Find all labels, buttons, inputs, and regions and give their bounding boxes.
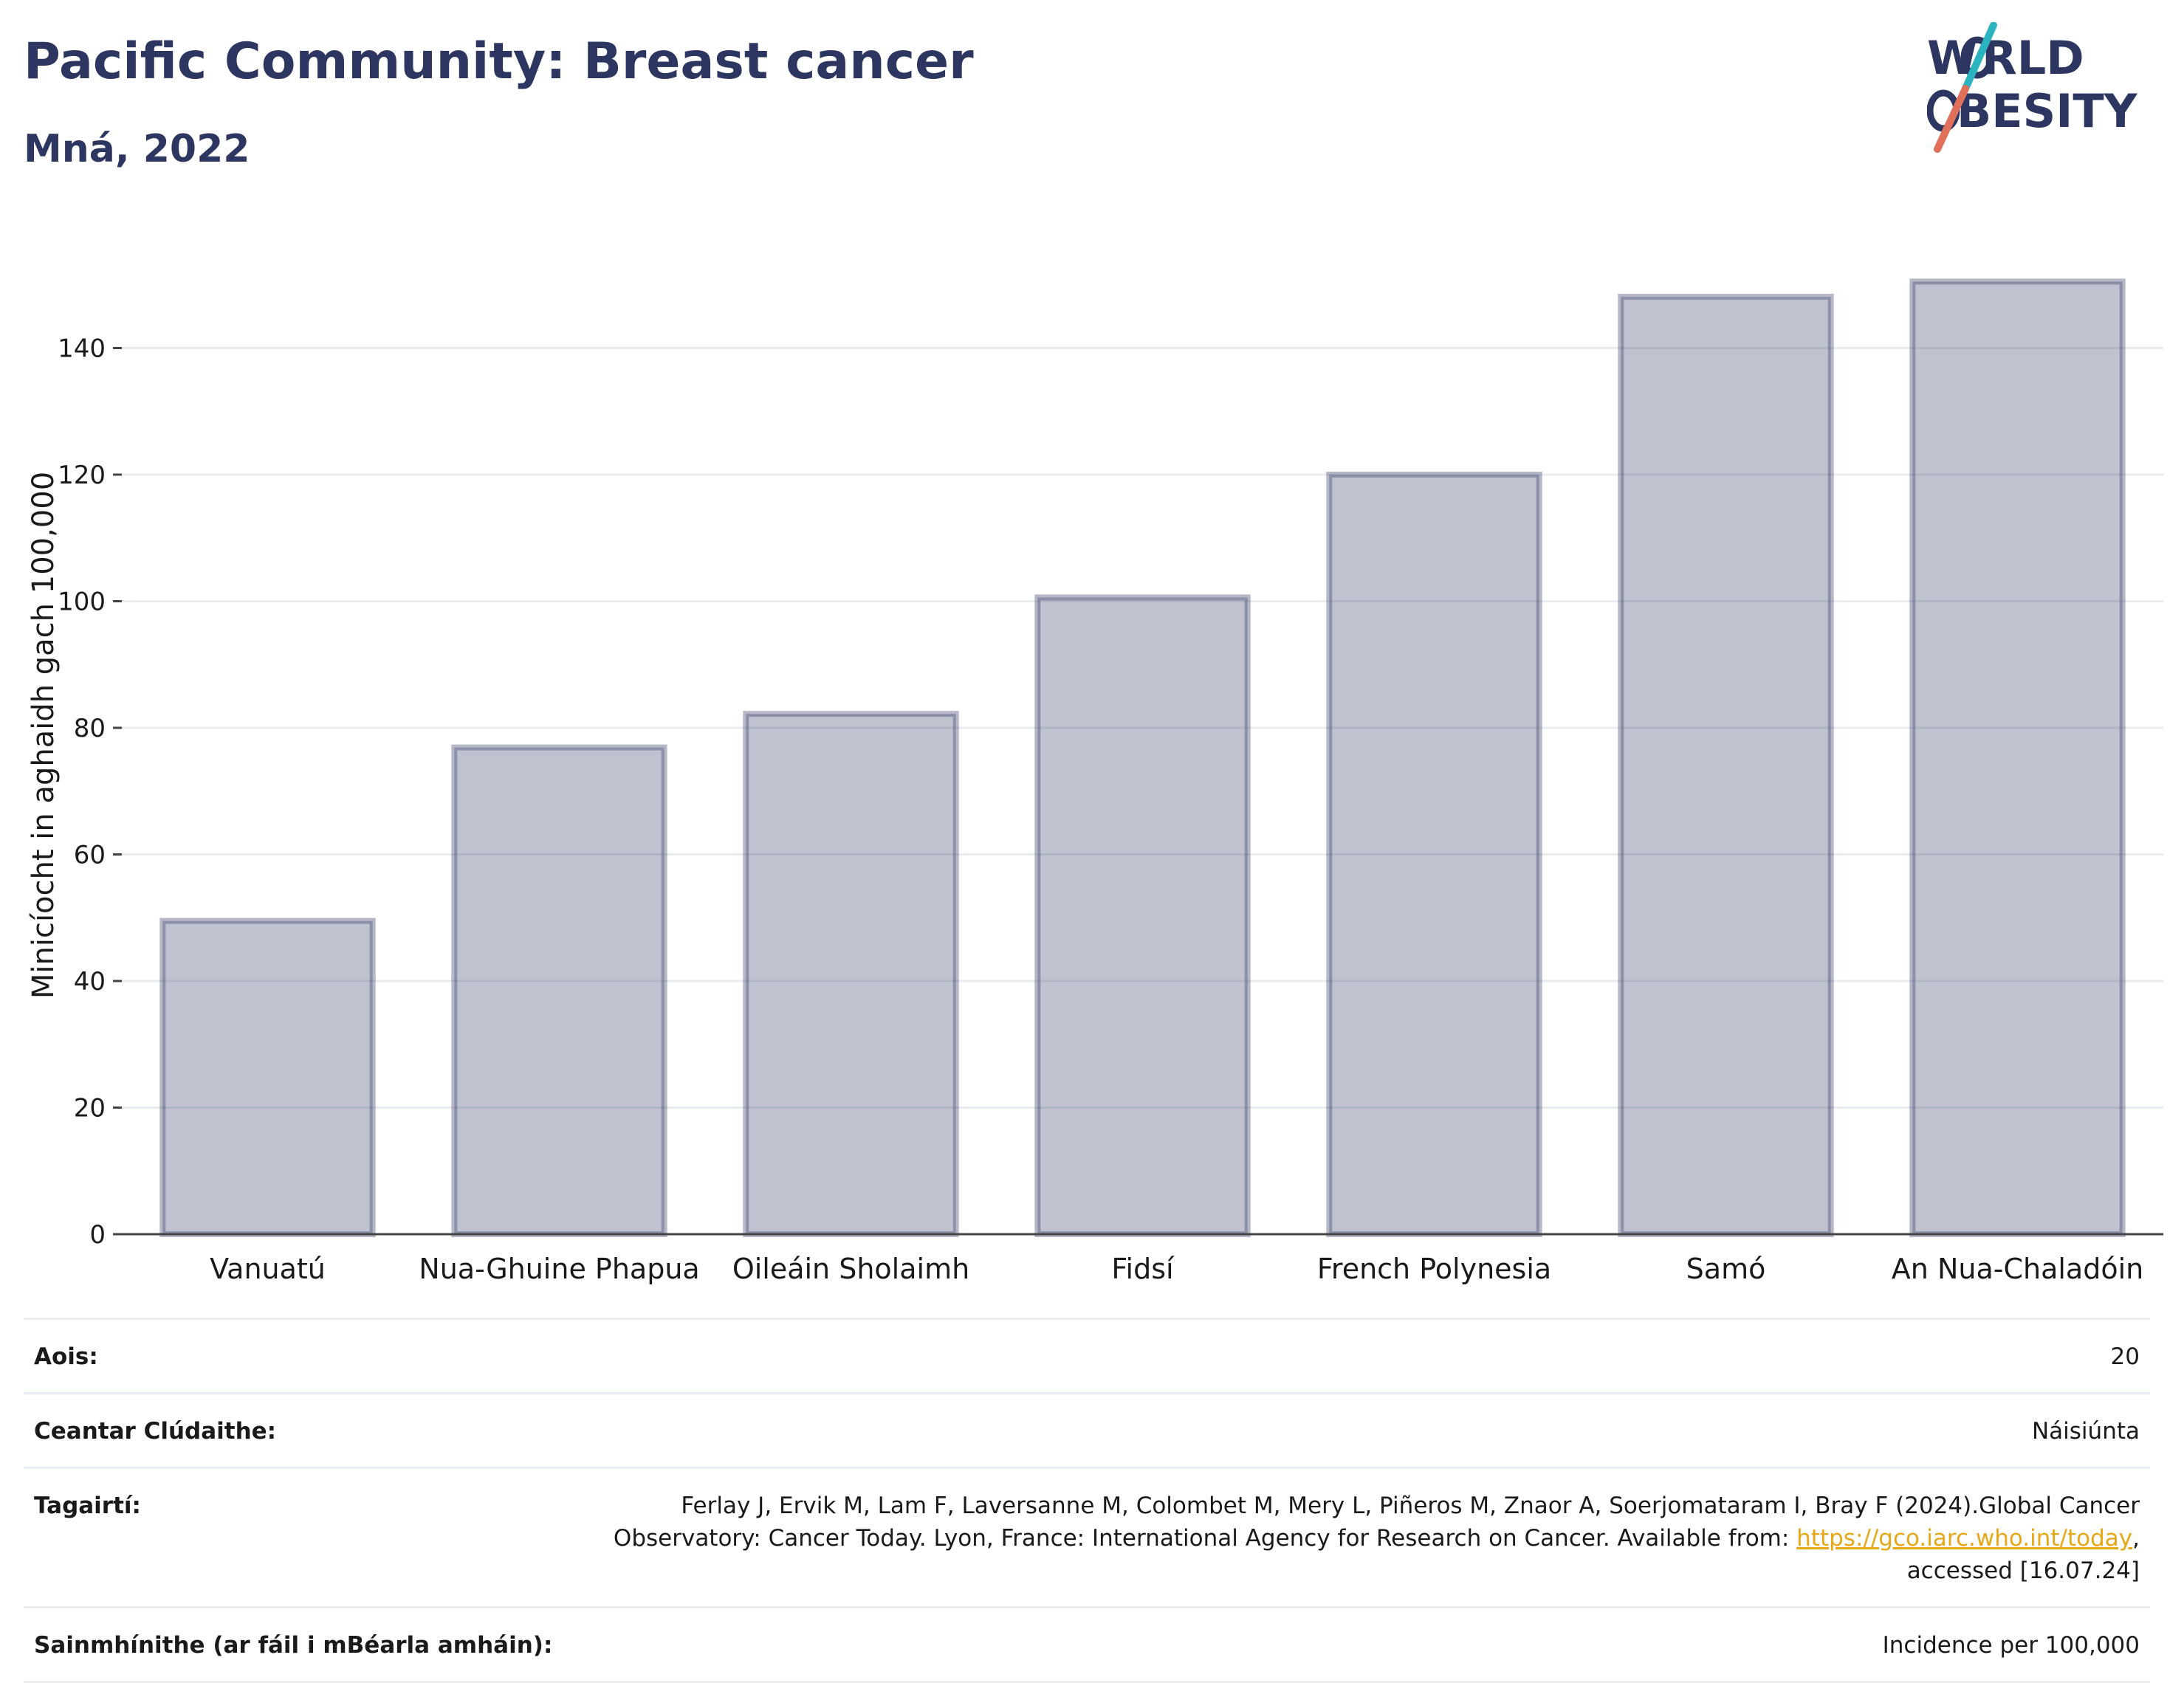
x-tick-label: French Polynesia: [1317, 1253, 1551, 1285]
x-tick-label: Oileáin Sholaimh: [732, 1253, 969, 1285]
svg-text:BESITY: BESITY: [1957, 84, 2138, 138]
grid-lines: [122, 347, 2163, 1109]
bar[interactable]: [451, 744, 667, 1237]
meta-row-coverage: Ceantar Clúdaithe: Náisiúnta: [24, 1392, 2150, 1467]
x-tick-label: Samó: [1686, 1253, 1766, 1285]
page-title: Pacific Community: Breast cancer: [24, 32, 974, 91]
meta-row-age: Aois: 20: [24, 1318, 2150, 1392]
bar[interactable]: [159, 918, 376, 1237]
x-tick-label: Vanuatú: [210, 1253, 326, 1285]
y-axis-label: Minicíocht in aghaidh gach 100,000: [27, 472, 61, 999]
y-tick-labels: 0 20 40 60 80 100 120 140: [58, 334, 122, 1250]
page-subtitle: Mná, 2022: [24, 127, 250, 171]
bar[interactable]: [1034, 594, 1251, 1237]
bar[interactable]: [1909, 278, 2126, 1237]
metadata-table: Aois: 20 Ceantar Clúdaithe: Náisiúnta Ta…: [24, 1318, 2150, 1683]
reference-accessed: , accessed [16.07.24]: [1906, 1525, 2140, 1584]
svg-text:RLD: RLD: [1982, 31, 2084, 85]
meta-row-references: Tagairtí: Ferlay J, Ervik M, Lam F, Lave…: [24, 1467, 2150, 1606]
meta-label: Ceantar Clúdaithe:: [34, 1418, 277, 1445]
reference-link[interactable]: https://gco.iarc.who.int/today: [1796, 1525, 2133, 1552]
bar[interactable]: [743, 711, 959, 1237]
y-tick-label: 40: [74, 967, 106, 997]
y-tick-label: 0: [89, 1220, 106, 1250]
meta-row-definitions: Sainmhínithe (ar fáil i mBéarla amháin):…: [24, 1606, 2150, 1683]
y-tick-label: 140: [58, 334, 106, 364]
meta-value: Náisiúnta: [2031, 1418, 2140, 1445]
meta-label: Sainmhínithe (ar fáil i mBéarla amháin):: [34, 1632, 553, 1659]
bar[interactable]: [1326, 472, 1542, 1237]
reference-text: Ferlay J, Ervik M, Lam F, Laversanne M, …: [613, 1493, 2140, 1552]
x-tick-label: Fidsí: [1111, 1253, 1175, 1285]
y-tick-label: 80: [74, 714, 106, 743]
x-tick-label: An Nua-Chaladóin: [1892, 1253, 2143, 1285]
meta-label: Aois:: [34, 1343, 98, 1370]
bars: [159, 278, 2126, 1238]
bar-chart: 0 20 40 60 80 100 120 140 Vanuatú Nua-Ghuine Pha…: [27, 278, 2163, 1285]
bar[interactable]: [1618, 294, 1834, 1238]
world-obesity-logo: W RLD BESITY: [1927, 22, 2138, 153]
meta-value: Ferlay J, Ervik M, Lam F, Laversanne M, …: [530, 1490, 2140, 1587]
y-tick-label: 100: [58, 588, 106, 617]
x-tick-label: Nua-Ghuine Phapua: [419, 1253, 699, 1285]
x-tick-labels: Vanuatú Nua-Ghuine Phapua Oileáin Sholaimh…: [210, 1253, 2143, 1285]
meta-value: Incidence per 100,000: [1882, 1632, 2140, 1659]
y-tick-label: 20: [74, 1094, 106, 1123]
y-tick-label: 120: [58, 461, 106, 490]
meta-value: 20: [2110, 1343, 2140, 1370]
meta-label: Tagairtí:: [34, 1493, 141, 1519]
y-tick-label: 60: [74, 841, 106, 870]
